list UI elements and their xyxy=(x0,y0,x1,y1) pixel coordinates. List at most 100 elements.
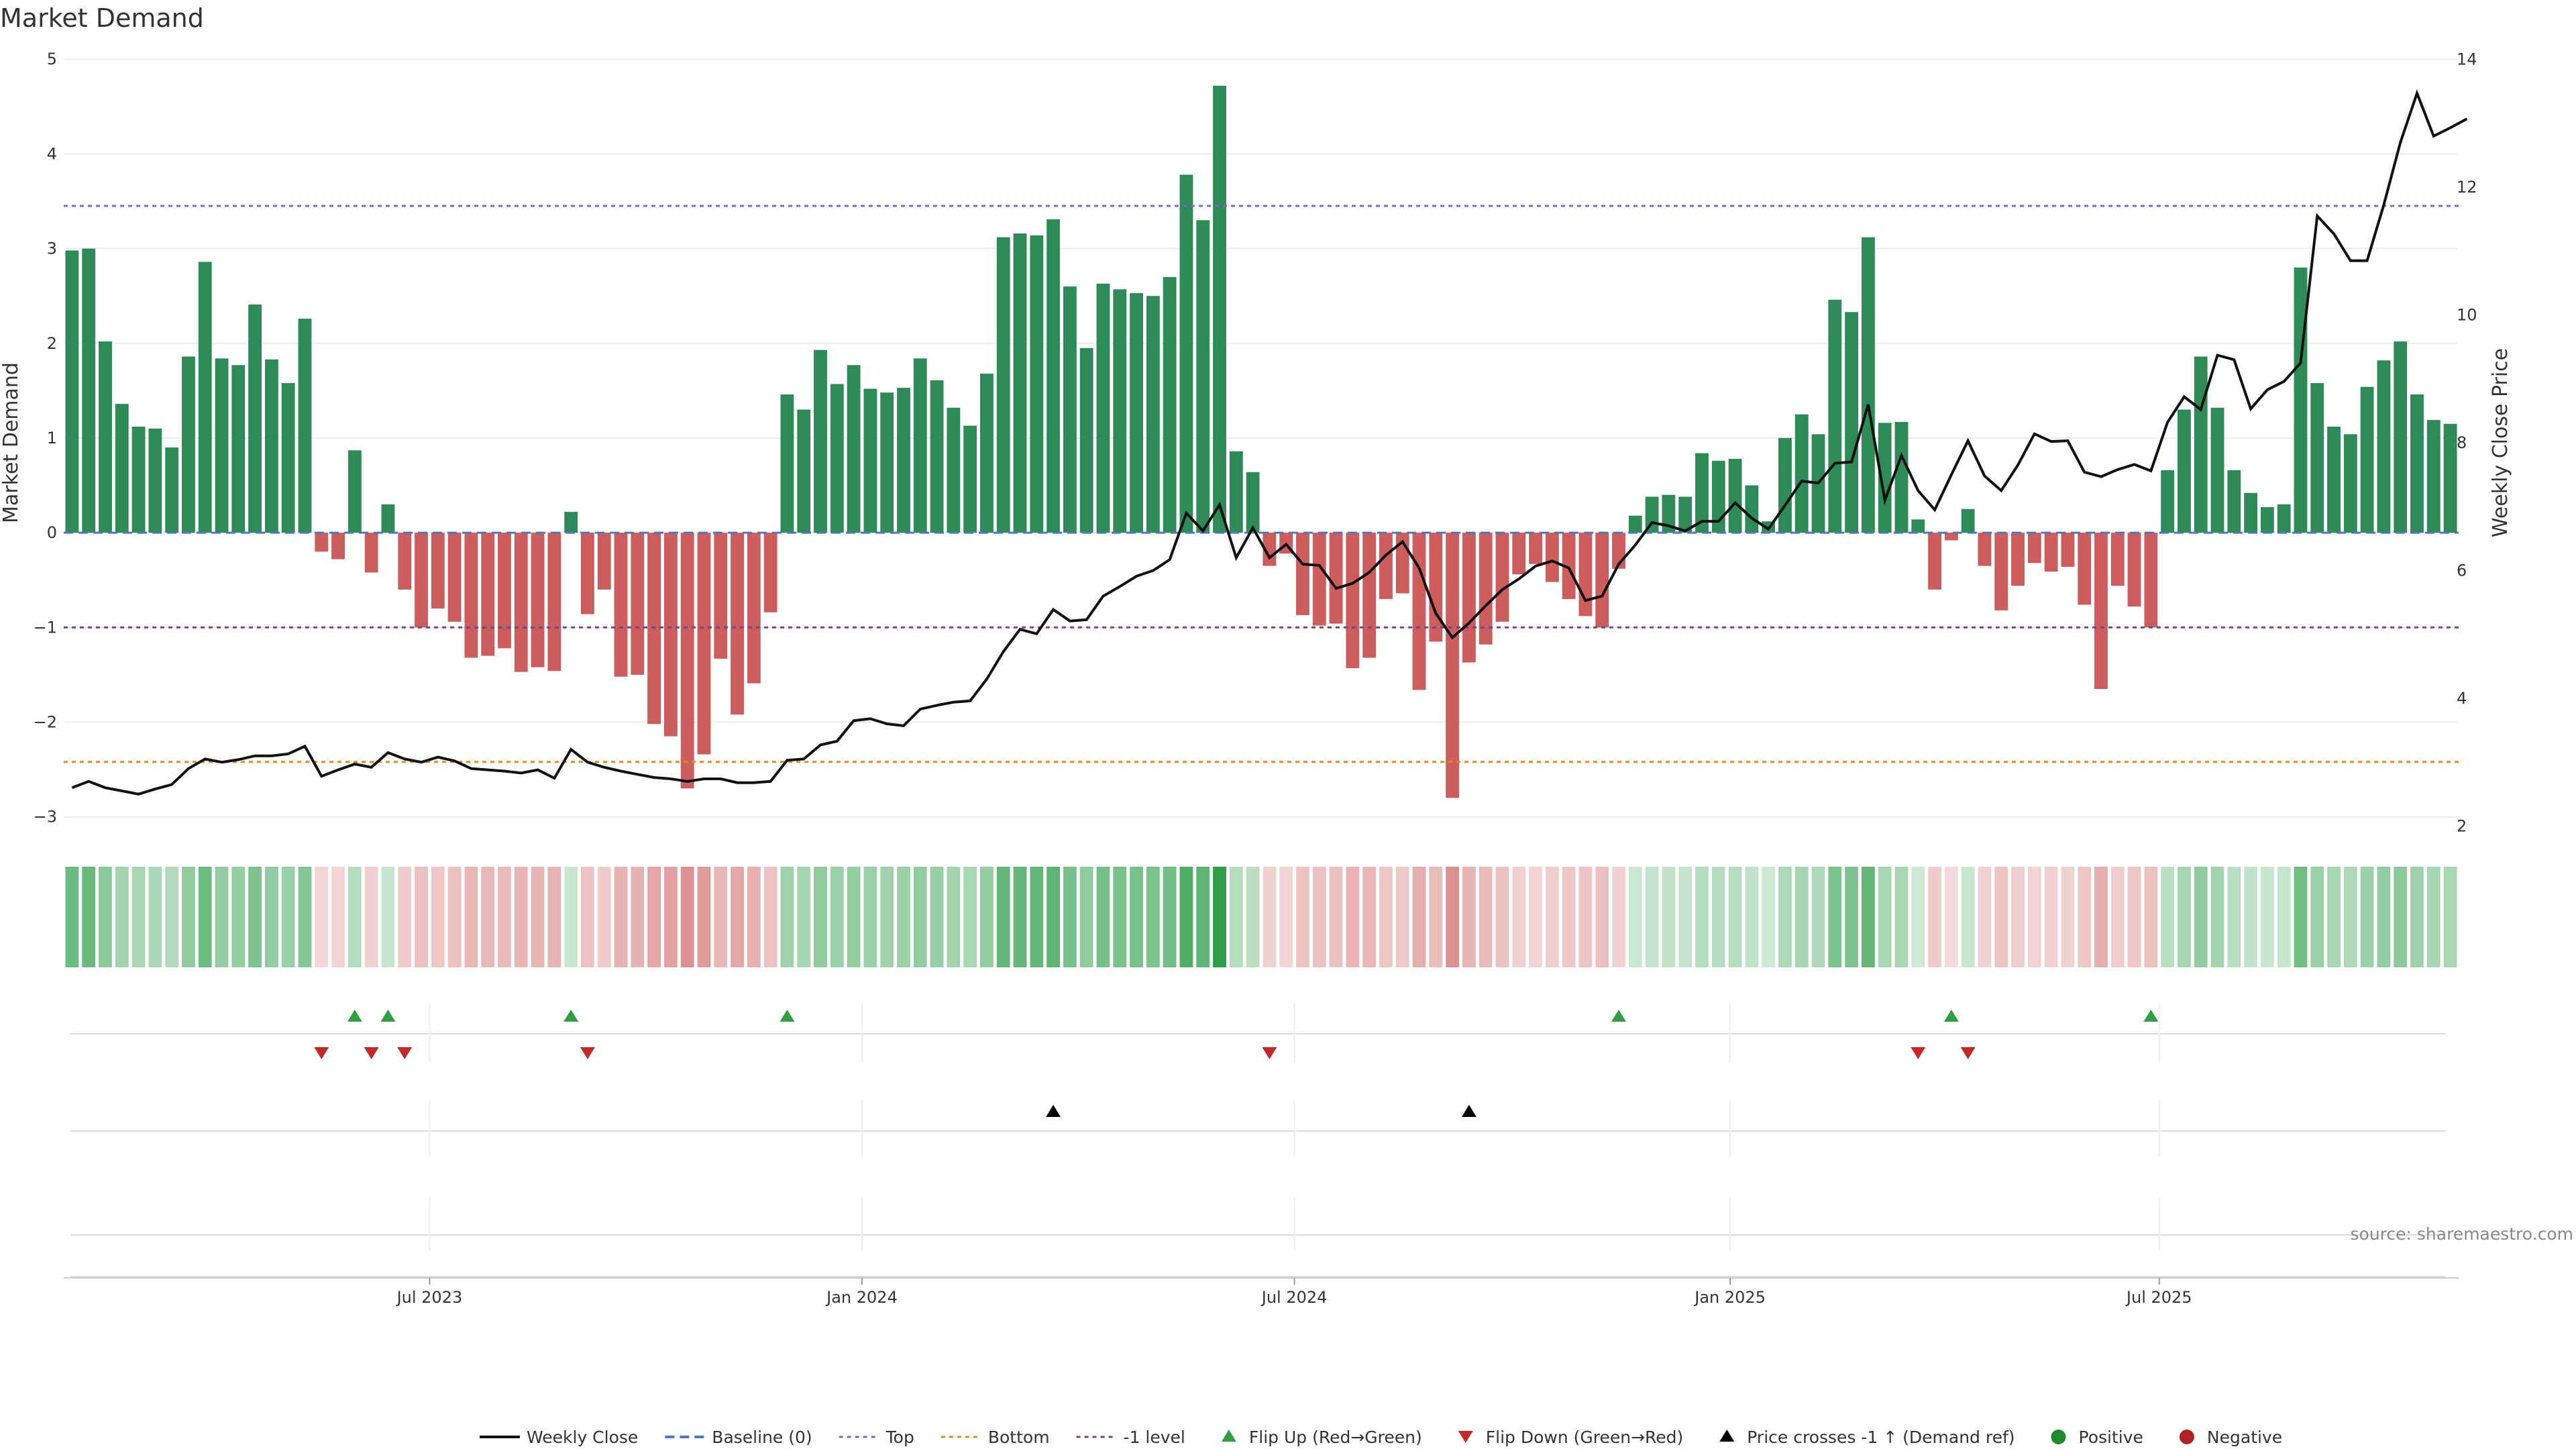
heat-cell xyxy=(415,867,428,967)
demand-bar xyxy=(2310,383,2324,533)
heat-cell xyxy=(2426,867,2440,967)
heat-cell xyxy=(231,867,246,967)
right-tick-label: 8 xyxy=(2457,433,2467,452)
heat-cell xyxy=(1046,867,1061,967)
heat-cell xyxy=(248,867,262,967)
demand-bar xyxy=(2277,504,2291,533)
demand-bar xyxy=(331,533,345,559)
heat-cell xyxy=(2443,867,2457,967)
heat-cell xyxy=(996,867,1010,967)
demand-bar xyxy=(1845,312,1859,533)
demand-bar xyxy=(1678,496,1693,533)
heat-cell xyxy=(1529,867,1542,967)
demand-bar xyxy=(1961,508,1975,533)
demand-bar xyxy=(680,533,694,789)
heat-cell xyxy=(1778,867,1792,967)
left-y-axis: −3 −2 −1 0 1 2 3 4 5 xyxy=(34,50,57,826)
price-cross-marker xyxy=(1461,1105,1477,1117)
demand-bar xyxy=(398,533,412,590)
heat-cell xyxy=(1213,867,1226,967)
flip-up-marker xyxy=(1943,1010,1959,1022)
demand-bar xyxy=(1246,472,1260,533)
heat-cell xyxy=(1811,867,1825,967)
demand-bar xyxy=(897,388,910,533)
chart-title: Market Demand xyxy=(0,3,204,33)
heat-cell xyxy=(2327,867,2341,967)
heat-cell xyxy=(2377,867,2391,967)
left-tick-label: 3 xyxy=(47,239,57,258)
demand-bar xyxy=(1479,533,1493,645)
heat-cell xyxy=(1412,867,1426,967)
heat-cell xyxy=(1678,867,1693,967)
demand-bar xyxy=(481,533,495,656)
event-markers xyxy=(70,1003,2445,1277)
legend-label: Flip Down (Green→Red) xyxy=(1486,1428,1684,1447)
heat-cell xyxy=(1379,867,1393,967)
demand-bar xyxy=(1578,533,1593,616)
heat-cell xyxy=(1030,867,1044,967)
demand-bar xyxy=(2360,386,2374,533)
heat-cell xyxy=(331,867,345,967)
demand-bar xyxy=(115,404,129,533)
heat-cell xyxy=(947,867,961,967)
heat-cell xyxy=(447,867,462,967)
heat-cell xyxy=(531,867,545,967)
heat-cell xyxy=(847,867,861,967)
legend-label: Price crosses -1 ↑ (Demand ref) xyxy=(1747,1428,2015,1447)
demand-bar xyxy=(1329,533,1343,624)
legend-label: Negative xyxy=(2207,1428,2282,1447)
demand-bar xyxy=(1296,533,1309,615)
demand-bar xyxy=(2343,434,2357,533)
demand-bar xyxy=(1878,423,1892,533)
heat-cell xyxy=(2061,867,2075,967)
heat-cell xyxy=(1828,867,1842,967)
demand-bar xyxy=(564,512,578,533)
heat-cell xyxy=(697,867,711,967)
heat-cell xyxy=(148,867,162,967)
heat-cell xyxy=(1263,867,1277,967)
demand-bar xyxy=(1312,533,1326,626)
demand-bar xyxy=(447,533,462,622)
heat-cell xyxy=(215,867,229,967)
heat-cell xyxy=(2044,867,2058,967)
demand-bar xyxy=(2244,492,2258,533)
heat-cell xyxy=(1711,867,1725,967)
heat-cell xyxy=(880,867,894,967)
legend-label: -1 level xyxy=(1124,1428,1185,1447)
demand-bar xyxy=(814,350,827,533)
demand-bar xyxy=(1512,533,1526,575)
reference-levels xyxy=(64,205,2459,763)
heat-cell xyxy=(1794,867,1809,967)
legend-label: Flip Up (Red→Green) xyxy=(1249,1428,1422,1447)
heat-cell xyxy=(1894,867,1909,967)
legend-flip-down-swatch xyxy=(1458,1431,1473,1443)
heat-cell xyxy=(1130,867,1143,967)
heat-cell xyxy=(780,867,794,967)
heat-cell xyxy=(814,867,827,967)
demand-bar xyxy=(2227,470,2241,533)
heat-cell xyxy=(1229,867,1243,967)
demand-bar xyxy=(281,383,295,533)
x-axis: Jul 2023 Jan 2024 Jul 2024 Jan 2025 Jul 2025 xyxy=(64,1277,2459,1307)
demand-bar xyxy=(148,428,162,533)
flip-up-marker xyxy=(380,1010,396,1022)
demand-bar xyxy=(231,365,246,533)
heat-cell xyxy=(1878,867,1892,967)
demand-bar xyxy=(1179,174,1193,533)
heat-cell xyxy=(1196,867,1210,967)
heat-cell xyxy=(980,867,994,967)
demand-bar xyxy=(298,319,312,533)
heat-cell xyxy=(1146,867,1160,967)
heat-cell xyxy=(1994,867,2008,967)
demand-bar xyxy=(1130,292,1143,533)
grid xyxy=(64,58,2459,818)
demand-bar xyxy=(930,380,944,533)
flip-down-marker xyxy=(397,1047,413,1059)
demand-bar xyxy=(1030,235,1044,533)
heat-cell xyxy=(1978,867,1992,967)
heat-cell xyxy=(2127,867,2141,967)
demand-bar xyxy=(1462,533,1476,663)
heat-cell xyxy=(581,867,594,967)
demand-bar xyxy=(1013,233,1027,533)
heat-cell xyxy=(614,867,628,967)
